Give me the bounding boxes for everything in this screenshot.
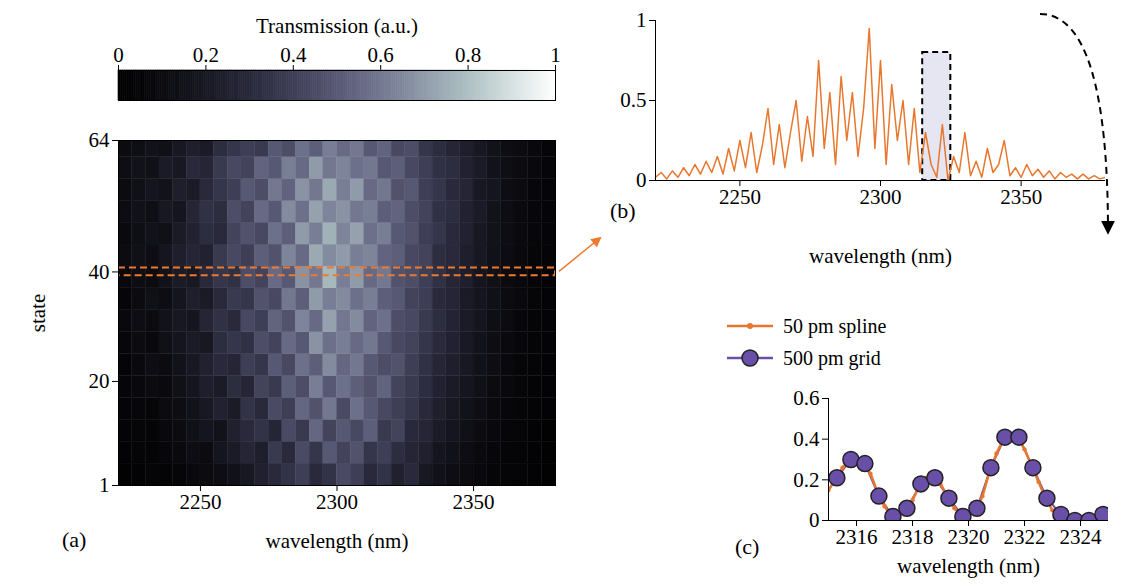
svg-text:1: 1 [550,43,561,67]
svg-text:2318: 2318 [892,525,934,549]
svg-text:wavelength (nm): wavelength (nm) [809,244,952,268]
svg-text:0: 0 [636,168,647,192]
svg-text:0.2: 0.2 [193,43,219,67]
svg-text:1: 1 [99,473,110,497]
svg-text:2250: 2250 [719,185,761,209]
svg-text:0.4: 0.4 [793,427,820,451]
svg-text:2300: 2300 [316,490,358,514]
svg-text:2320: 2320 [948,525,990,549]
svg-text:2316: 2316 [836,525,878,549]
svg-text:2250: 2250 [179,490,221,514]
svg-text:wavelength (nm): wavelength (nm) [897,554,1040,578]
html-text:50 pm spline: 50 pm spline [783,314,887,337]
svg-text:1: 1 [636,8,647,32]
svg-text:0.8: 0.8 [455,43,481,67]
html-text:(a): (a) [62,527,87,552]
html-text:500 pm grid: 500 pm grid [783,346,881,369]
svg-text:2300: 2300 [860,185,902,209]
svg-text:0.6: 0.6 [793,386,819,410]
html-text:(b): (b) [610,198,636,223]
html-text:(c): (c) [735,534,760,559]
svg-text:20: 20 [89,369,110,393]
svg-text:0: 0 [809,508,820,532]
svg-text:0.6: 0.6 [368,43,394,67]
svg-text:state: state [26,294,50,332]
svg-text:2350: 2350 [1000,185,1042,209]
svg-text:0.2: 0.2 [793,468,819,492]
svg-text:2322: 2322 [1004,525,1046,549]
svg-text:Transmission (a.u.): Transmission (a.u.) [256,14,418,38]
svg-text:0.5: 0.5 [620,88,646,112]
svg-text:0.4: 0.4 [280,43,307,67]
svg-text:64: 64 [89,128,111,152]
svg-text:0: 0 [113,43,124,67]
svg-text:2324: 2324 [1060,525,1103,549]
svg-text:40: 40 [89,260,110,284]
svg-text:2350: 2350 [453,490,495,514]
svg-text:wavelength (nm): wavelength (nm) [266,529,409,553]
